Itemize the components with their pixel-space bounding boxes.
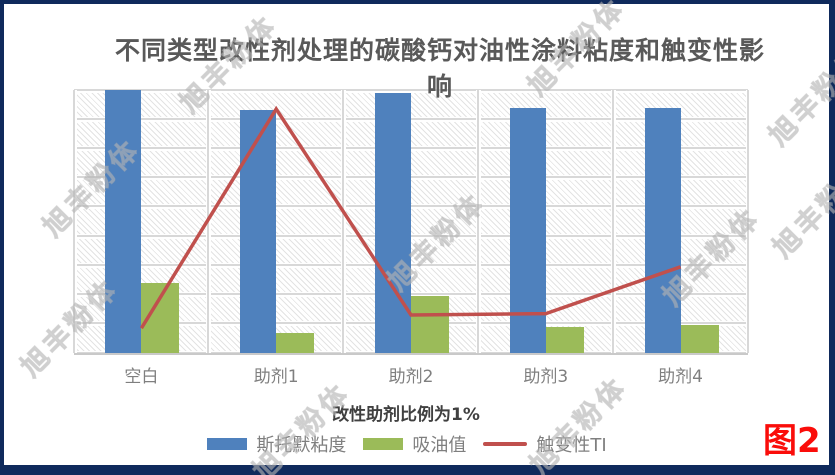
- line-series-layer: [139, 105, 682, 330]
- bar-oil-absorption-助剂1: [276, 332, 315, 353]
- x-category-label: 空白: [124, 367, 159, 387]
- legend-swatch-stormer-viscosity: [207, 438, 248, 450]
- x-category-label: 助剂1: [253, 367, 299, 387]
- horizontal-gridline: [74, 145, 748, 151]
- legend-label-thixotropy: 触变性TI: [536, 435, 607, 456]
- chart-title: 不同类型改性剂处理的碳酸钙对油性涂料粘度和触变性影响: [114, 36, 765, 101]
- x-category-label: 助剂4: [658, 367, 703, 387]
- bar-stormer-viscosity-助剂1: [240, 110, 277, 353]
- vertical-gridline: [475, 90, 481, 353]
- vertical-gridline: [745, 90, 751, 353]
- figure-label: 图2: [763, 421, 821, 461]
- x-category-label: 助剂3: [523, 367, 569, 387]
- horizontal-gridline: [74, 204, 748, 210]
- plot-area: [71, 87, 751, 356]
- legend-swatch-oil-absorption: [363, 438, 404, 450]
- vertical-gridline: [341, 90, 347, 353]
- bar-oil-absorption-助剂2: [411, 296, 449, 353]
- bar-stormer-viscosity-助剂2: [375, 92, 411, 353]
- bar-oil-absorption-助剂3: [545, 326, 584, 353]
- vertical-gridline: [610, 90, 616, 353]
- x-category-label: 助剂2: [388, 367, 434, 387]
- horizontal-gridline: [74, 116, 748, 122]
- x-axis-title: 改性助剂比例为1%: [332, 405, 480, 425]
- bar-oil-absorption-助剂4: [680, 325, 719, 353]
- bar-stormer-viscosity-助剂4: [644, 107, 681, 353]
- legend-swatch-thixotropy-line: [483, 442, 528, 446]
- thixotropy-line: [139, 105, 682, 330]
- horizontal-gridline: [74, 292, 748, 298]
- horizontal-gridline: [74, 233, 748, 239]
- bar-stormer-viscosity-空白: [105, 90, 142, 353]
- vertical-gridline: [71, 90, 77, 353]
- x-axis-line: [74, 353, 748, 355]
- horizontal-gridline: [74, 175, 748, 181]
- horizontal-gridline: [74, 262, 748, 268]
- legend-label-stormer-viscosity: 斯托默粘度: [256, 435, 347, 456]
- legend: 斯托默粘度 吸油值 触变性TI: [74, 431, 748, 457]
- horizontal-gridline: [74, 87, 748, 93]
- legend-label-oil-absorption: 吸油值: [412, 435, 467, 456]
